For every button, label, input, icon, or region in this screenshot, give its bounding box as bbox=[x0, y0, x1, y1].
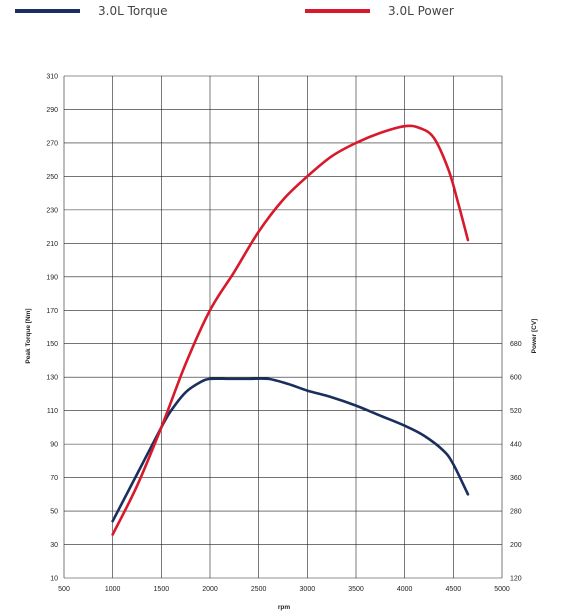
x-tick-label: 4500 bbox=[446, 586, 462, 593]
y-right-tick-label: 200 bbox=[510, 542, 522, 549]
y-right-tick-label: 360 bbox=[510, 475, 522, 482]
y-left-tick-label: 30 bbox=[50, 542, 58, 549]
y-left-tick-label: 170 bbox=[46, 308, 58, 315]
series-line-3-0l-torque bbox=[111, 377, 470, 523]
y-left-tick-label: 10 bbox=[50, 576, 58, 583]
y-right-tick-label: 680 bbox=[510, 341, 522, 348]
y-left-tick-label: 90 bbox=[50, 442, 58, 449]
x-tick-label: 4000 bbox=[397, 586, 413, 593]
chart-ticks: 10 30 50 70 90 110 130 150 170 190 210 230 250 270 290… bbox=[46, 74, 521, 594]
y-axis-right-label: Power [CV] bbox=[531, 319, 538, 354]
y-left-tick-label: 130 bbox=[46, 375, 58, 382]
x-tick-label: 1500 bbox=[154, 586, 170, 593]
y-right-tick-label: 520 bbox=[510, 408, 522, 415]
y-right-tick-label: 440 bbox=[510, 442, 522, 449]
y-left-tick-label: 110 bbox=[47, 408, 58, 415]
x-tick-label: 500 bbox=[58, 586, 70, 593]
legend-label-3-0l-power: 3.0L Power bbox=[388, 4, 454, 18]
x-tick-label: 2000 bbox=[202, 586, 218, 593]
y-right-tick-label: 280 bbox=[510, 509, 522, 516]
y-axis-left-label: Peak Torque [Nm] bbox=[25, 308, 32, 363]
y-left-tick-label: 150 bbox=[46, 341, 58, 348]
y-left-tick-label: 310 bbox=[46, 74, 58, 81]
chart-series bbox=[111, 124, 470, 536]
x-tick-label: 1000 bbox=[105, 586, 121, 593]
y-left-tick-label: 210 bbox=[46, 241, 58, 248]
x-tick-label: 3500 bbox=[348, 586, 364, 593]
y-left-tick-label: 290 bbox=[46, 107, 58, 114]
y-left-tick-label: 70 bbox=[50, 475, 58, 482]
legend: 3.0L Torque 3.0L Power bbox=[15, 4, 454, 18]
series-line-3-0l-power bbox=[111, 124, 470, 536]
x-tick-label: 3000 bbox=[300, 586, 316, 593]
chart-grid bbox=[63, 75, 503, 579]
x-axis-label: rpm bbox=[278, 604, 291, 611]
y-right-tick-label: 600 bbox=[510, 375, 522, 382]
x-tick-label: 2500 bbox=[251, 586, 267, 593]
y-left-tick-label: 190 bbox=[46, 274, 58, 281]
x-tick-label: 5000 bbox=[494, 586, 510, 593]
y-left-tick-label: 50 bbox=[50, 509, 58, 516]
y-right-tick-label: 120 bbox=[510, 576, 522, 583]
y-left-tick-label: 270 bbox=[46, 140, 58, 147]
y-left-tick-label: 250 bbox=[46, 174, 58, 181]
y-left-tick-label: 230 bbox=[46, 207, 58, 214]
legend-label-3-0l-torque: 3.0L Torque bbox=[98, 4, 168, 18]
